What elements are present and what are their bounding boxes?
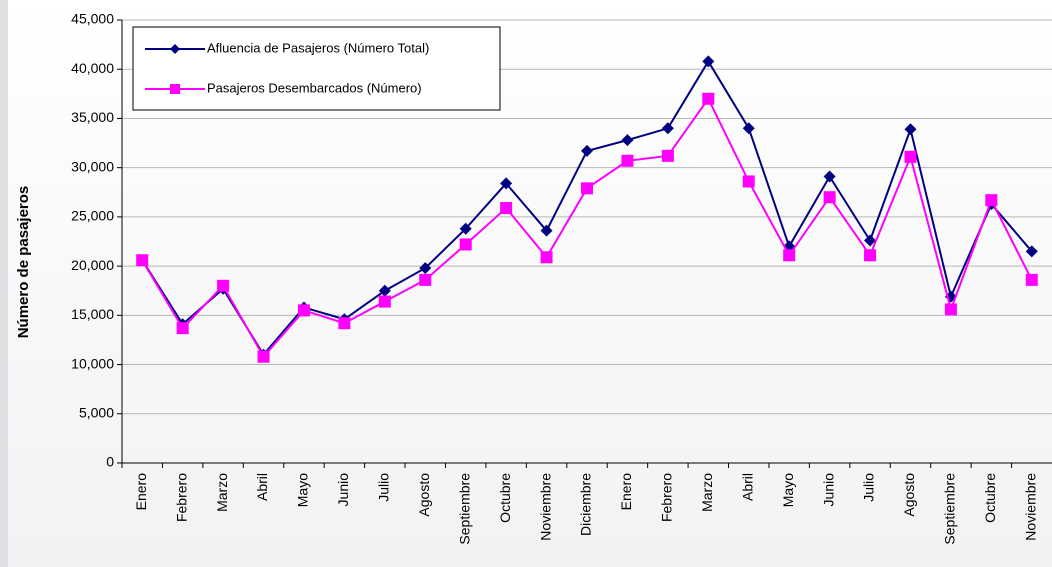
- square-marker: [621, 154, 634, 167]
- legend-marker: [170, 44, 180, 54]
- y-tick-label: 30,000: [71, 158, 114, 174]
- diamond-marker: [864, 234, 877, 247]
- square-marker: [904, 150, 917, 163]
- x-tick-label: Enero: [618, 473, 634, 511]
- y-tick-label: 15,000: [71, 306, 114, 322]
- x-tick-label: Febrero: [659, 473, 675, 522]
- square-marker: [944, 303, 957, 316]
- x-tick-label: Noviembre: [537, 473, 553, 541]
- diamond-marker: [540, 224, 553, 237]
- x-tick-label: Abril: [254, 473, 270, 501]
- legend-label: Afluencia de Pasajeros (Número Total): [207, 40, 429, 55]
- diamond-marker: [419, 262, 432, 275]
- x-tick-label: Agosto: [416, 473, 432, 517]
- square-marker: [136, 254, 149, 267]
- y-tick-label: 0: [106, 454, 114, 470]
- square-marker: [581, 182, 593, 195]
- y-tick-label: 5,000: [79, 404, 114, 420]
- legend-box: [132, 26, 501, 111]
- x-tick-label: Septiembre: [456, 473, 472, 545]
- x-tick-label: Septiembre: [942, 473, 958, 545]
- x-tick-label: Mayo: [780, 473, 796, 507]
- diamond-marker: [1025, 245, 1038, 258]
- square-marker: [257, 350, 270, 363]
- square-marker: [176, 322, 189, 335]
- square-marker: [702, 92, 715, 105]
- diamond-marker: [904, 123, 917, 136]
- diamond-marker: [500, 177, 513, 190]
- square-marker: [742, 175, 755, 188]
- x-tick-label: Diciembre: [578, 473, 594, 536]
- y-axis-title: Número de pasajeros: [15, 186, 32, 339]
- x-tick-label: Julio: [861, 473, 877, 502]
- legend-label: Pasajeros Desembarcados (Número): [207, 80, 422, 95]
- square-marker: [540, 251, 553, 264]
- square-marker: [661, 149, 674, 162]
- diamond-marker: [621, 134, 634, 147]
- diamond-marker: [459, 222, 472, 235]
- y-tick-label: 25,000: [71, 208, 114, 224]
- y-tick-label: 20,000: [71, 257, 114, 273]
- square-marker: [459, 238, 472, 251]
- diamond-marker: [702, 55, 715, 68]
- legend-marker: [170, 84, 180, 94]
- square-marker: [864, 249, 877, 262]
- diamond-marker: [581, 144, 593, 157]
- diamond-marker: [823, 170, 836, 183]
- square-marker: [338, 317, 351, 330]
- square-marker: [297, 304, 310, 317]
- y-tick-label: 45,000: [71, 11, 114, 27]
- x-tick-label: Agosto: [901, 473, 917, 517]
- x-tick-label: Marzo: [214, 473, 230, 512]
- x-tick-label: Octubre: [982, 473, 998, 523]
- left-strip: [0, 0, 8, 567]
- x-tick-label: Marzo: [699, 473, 715, 512]
- y-tick-label: 10,000: [71, 355, 114, 371]
- x-tick-label: Junio: [335, 473, 351, 507]
- diamond-marker: [742, 122, 755, 135]
- y-tick-label: 40,000: [71, 60, 114, 76]
- square-marker: [419, 273, 432, 286]
- x-tick-label: Enero: [133, 473, 149, 511]
- x-tick-label: Noviembre: [1022, 473, 1038, 541]
- x-tick-label: Mayo: [295, 473, 311, 507]
- square-marker: [985, 194, 998, 207]
- x-tick-label: Febrero: [173, 473, 189, 522]
- square-marker: [378, 295, 391, 308]
- diamond-marker: [661, 122, 674, 135]
- square-marker: [1025, 273, 1038, 286]
- x-tick-label: Abril: [739, 473, 755, 501]
- square-marker: [500, 202, 513, 215]
- x-tick-label: Octubre: [497, 473, 513, 523]
- diamond-marker: [378, 284, 391, 297]
- square-marker: [783, 249, 796, 262]
- x-tick-label: Junio: [820, 473, 836, 507]
- series-line: [141, 96, 1033, 359]
- square-marker: [823, 191, 836, 204]
- y-tick-label: 35,000: [71, 109, 114, 125]
- x-tick-label: Julio: [376, 473, 392, 502]
- square-marker: [217, 279, 230, 292]
